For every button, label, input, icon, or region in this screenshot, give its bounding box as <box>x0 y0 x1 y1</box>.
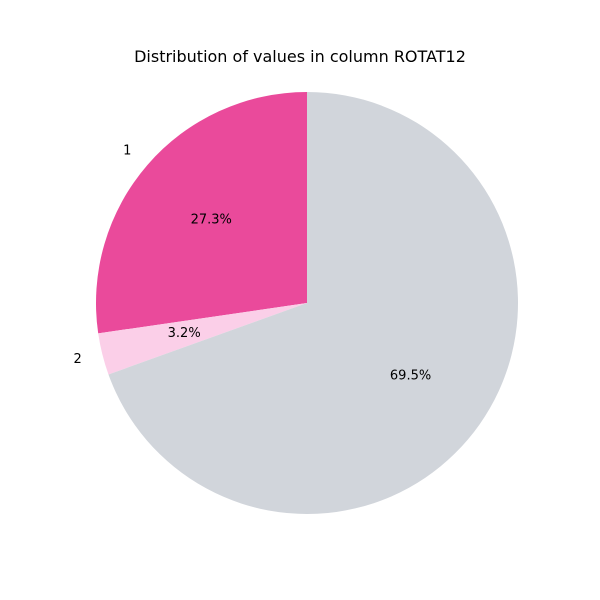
category-label-2: 2 <box>74 352 82 367</box>
pie-slice-1 <box>96 92 307 334</box>
chart-title: Distribution of values in column ROTAT12 <box>134 47 466 66</box>
pct-label-2: 69.5% <box>390 368 431 383</box>
pct-label-1: 3.2% <box>168 326 201 341</box>
pie-slice-slice-2 <box>108 92 519 514</box>
pie-slices <box>96 92 519 514</box>
category-label-1: 1 <box>123 144 131 159</box>
pct-label-0: 27.3% <box>191 213 232 228</box>
pie-labels: 27.3% 1 3.2% 2 69.5% <box>74 144 432 384</box>
pie-slice-2 <box>98 303 308 375</box>
